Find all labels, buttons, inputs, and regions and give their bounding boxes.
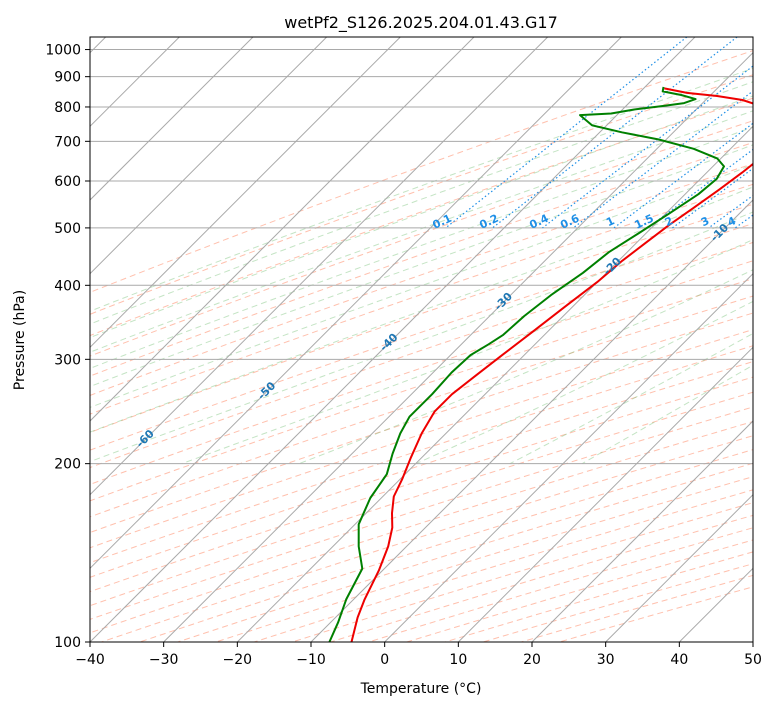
chart-title: wetPf2_S126.2025.204.01.43.G17 xyxy=(284,13,558,33)
temperature-line xyxy=(350,87,753,642)
y-axis-label: Pressure (hPa) xyxy=(12,290,28,390)
y-tick-label: 300 xyxy=(54,352,81,368)
x-tick-label: 40 xyxy=(670,652,688,668)
axes: −40 −30 −20 −10 0 10 20 30 40 50 100 200 300 400 500 60… xyxy=(45,43,762,668)
dry-adiabat xyxy=(90,74,753,315)
mixing-ratio-line xyxy=(445,37,688,229)
isotherm-line xyxy=(90,37,328,275)
dry-adiabat xyxy=(90,278,753,502)
y-tick-label: 1000 xyxy=(45,43,81,59)
isotherm-line xyxy=(90,37,401,349)
isotherm-line xyxy=(90,37,549,496)
mixing-ratio-line xyxy=(613,122,753,229)
background-lines xyxy=(90,37,753,642)
y-tick-label: 600 xyxy=(54,174,81,190)
x-tick-label: −10 xyxy=(296,652,326,668)
isotherm-line xyxy=(605,493,753,642)
x-tick-label: 20 xyxy=(523,652,541,668)
mixing-ratio-line xyxy=(542,65,753,229)
x-tick-label: −40 xyxy=(75,652,105,668)
isotherm-line xyxy=(90,37,622,570)
y-tick-label: 700 xyxy=(54,134,81,150)
dry-adiabat xyxy=(90,312,753,534)
y-tick-label: 200 xyxy=(54,457,81,473)
moist-adiabat xyxy=(90,164,753,408)
x-axis-label: Temperature (°C) xyxy=(360,681,482,697)
moist-adiabat xyxy=(90,81,753,325)
plot-frame xyxy=(89,36,754,643)
y-tick-label: 400 xyxy=(54,278,81,294)
x-tick-label: 30 xyxy=(597,652,615,668)
moist-adiabat xyxy=(90,67,753,312)
dry-adiabat xyxy=(90,361,753,578)
dry-adiabat xyxy=(90,142,753,377)
dry-adiabat xyxy=(90,183,753,415)
moist-adiabat xyxy=(90,211,753,463)
dry-adiabat xyxy=(90,391,753,607)
moist-adiabat xyxy=(90,110,753,353)
isotherm-line xyxy=(163,51,753,642)
dewpoint-line xyxy=(328,86,725,642)
isotherm-line xyxy=(384,272,753,642)
y-tick-label: 100 xyxy=(54,635,81,651)
profile-series xyxy=(328,86,753,642)
isotherm-line xyxy=(310,199,753,642)
dry-adiabat xyxy=(90,329,753,549)
x-tick-label: 10 xyxy=(449,652,467,668)
dry-adiabat xyxy=(90,97,753,337)
y-tick-label: 900 xyxy=(54,70,81,86)
isotherm-line xyxy=(457,346,753,642)
dry-adiabat xyxy=(90,223,753,451)
isotherm-line xyxy=(90,37,696,642)
x-tick-label: −30 xyxy=(149,652,179,668)
moist-adiabat xyxy=(90,126,753,369)
isotherm-line xyxy=(236,125,753,642)
x-tick-label: 0 xyxy=(380,652,389,668)
dry-adiabat xyxy=(90,163,753,396)
x-tick-label: −20 xyxy=(223,652,253,668)
isotherm-line xyxy=(531,420,753,642)
isotherm-line xyxy=(90,37,475,422)
moist-adiabat xyxy=(415,300,753,465)
dry-adiabat xyxy=(90,50,753,293)
isotherm-line xyxy=(90,37,254,201)
y-tick-label: 500 xyxy=(54,221,81,237)
x-tick-label: 50 xyxy=(744,652,762,668)
y-tick-label: 800 xyxy=(54,100,81,116)
